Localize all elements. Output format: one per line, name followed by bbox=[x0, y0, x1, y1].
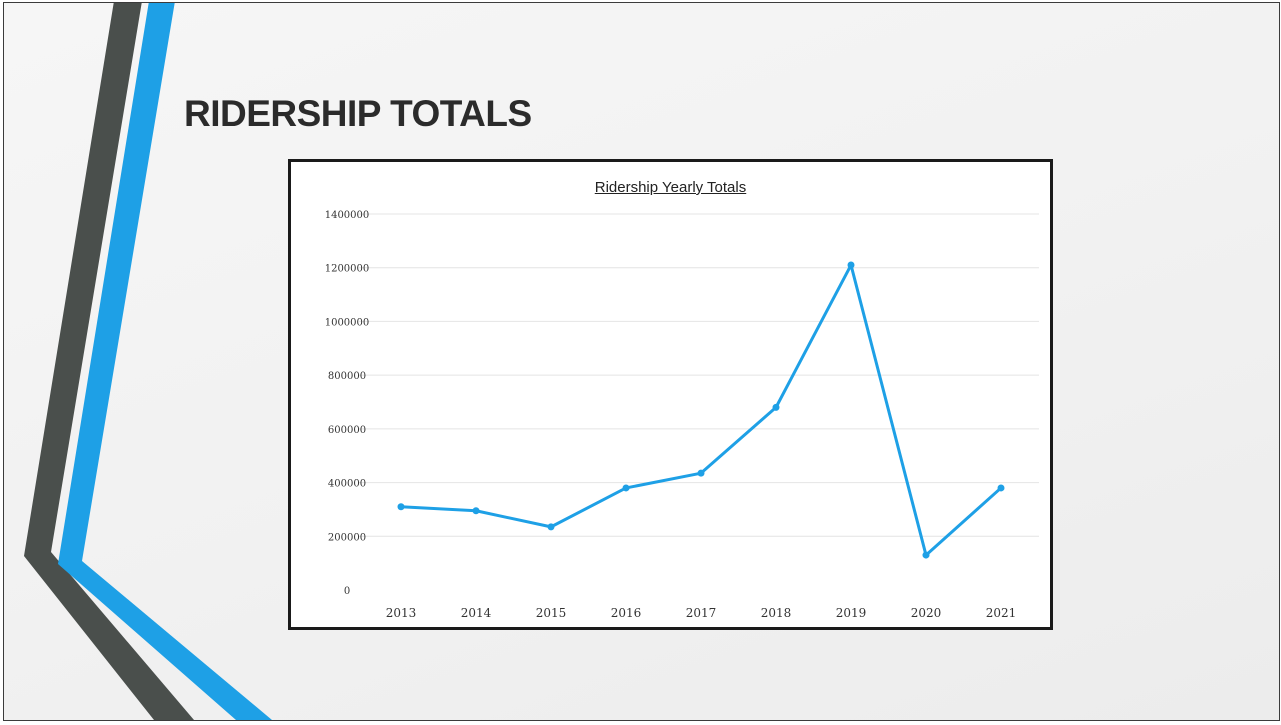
x-tick-label: 2021 bbox=[986, 606, 1017, 620]
series-layer bbox=[397, 261, 1005, 559]
y-tick-label: 600000 bbox=[328, 425, 366, 436]
data-point bbox=[697, 469, 705, 477]
data-point bbox=[622, 484, 630, 492]
data-point bbox=[547, 523, 555, 531]
chart-frame: Ridership Yearly Totals 0 200000 400000 600… bbox=[288, 159, 1053, 630]
series-line bbox=[400, 263, 1003, 557]
slide-decoration bbox=[24, 3, 272, 720]
data-point bbox=[997, 484, 1005, 492]
x-tick-label: 2019 bbox=[836, 606, 867, 620]
y-axis-ticks: 0 200000 400000 600000 800000 1000000 1200000 1… bbox=[325, 210, 370, 597]
slide: RIDERSHIP TOTALS Ridership Yearly Totals… bbox=[3, 2, 1280, 721]
data-point bbox=[772, 403, 780, 411]
blue-chevron-stripe bbox=[58, 3, 272, 720]
y-tick-label: 0 bbox=[344, 586, 350, 597]
data-point bbox=[847, 261, 855, 269]
chart-title: Ridership Yearly Totals bbox=[594, 179, 747, 196]
dark-chevron-stripe bbox=[24, 3, 194, 720]
x-tick-label: 2018 bbox=[761, 606, 792, 620]
x-tick-label: 2015 bbox=[536, 606, 567, 620]
x-tick-label: 2014 bbox=[461, 606, 492, 620]
y-tick-label: 1400000 bbox=[325, 210, 370, 221]
x-tick-label: 2017 bbox=[686, 606, 717, 620]
gridlines bbox=[359, 213, 1039, 537]
data-point bbox=[472, 507, 480, 515]
y-tick-label: 1200000 bbox=[325, 264, 370, 275]
x-axis-ticks: 2013 2014 2015 2016 2017 2018 2019 2020 2021 bbox=[386, 606, 1017, 620]
slide-title: RIDERSHIP TOTALS bbox=[184, 93, 532, 134]
data-point bbox=[922, 551, 930, 559]
line-chart: 0 200000 400000 600000 800000 1000000 1200000 1… bbox=[325, 210, 1039, 620]
y-tick-label: 200000 bbox=[328, 532, 366, 543]
data-point bbox=[397, 503, 405, 511]
y-tick-label: 400000 bbox=[328, 479, 366, 490]
y-tick-label: 800000 bbox=[328, 371, 366, 382]
y-tick-label: 1000000 bbox=[325, 317, 370, 328]
x-tick-label: 2013 bbox=[386, 606, 417, 620]
x-tick-label: 2020 bbox=[911, 606, 942, 620]
x-tick-label: 2016 bbox=[611, 606, 642, 620]
